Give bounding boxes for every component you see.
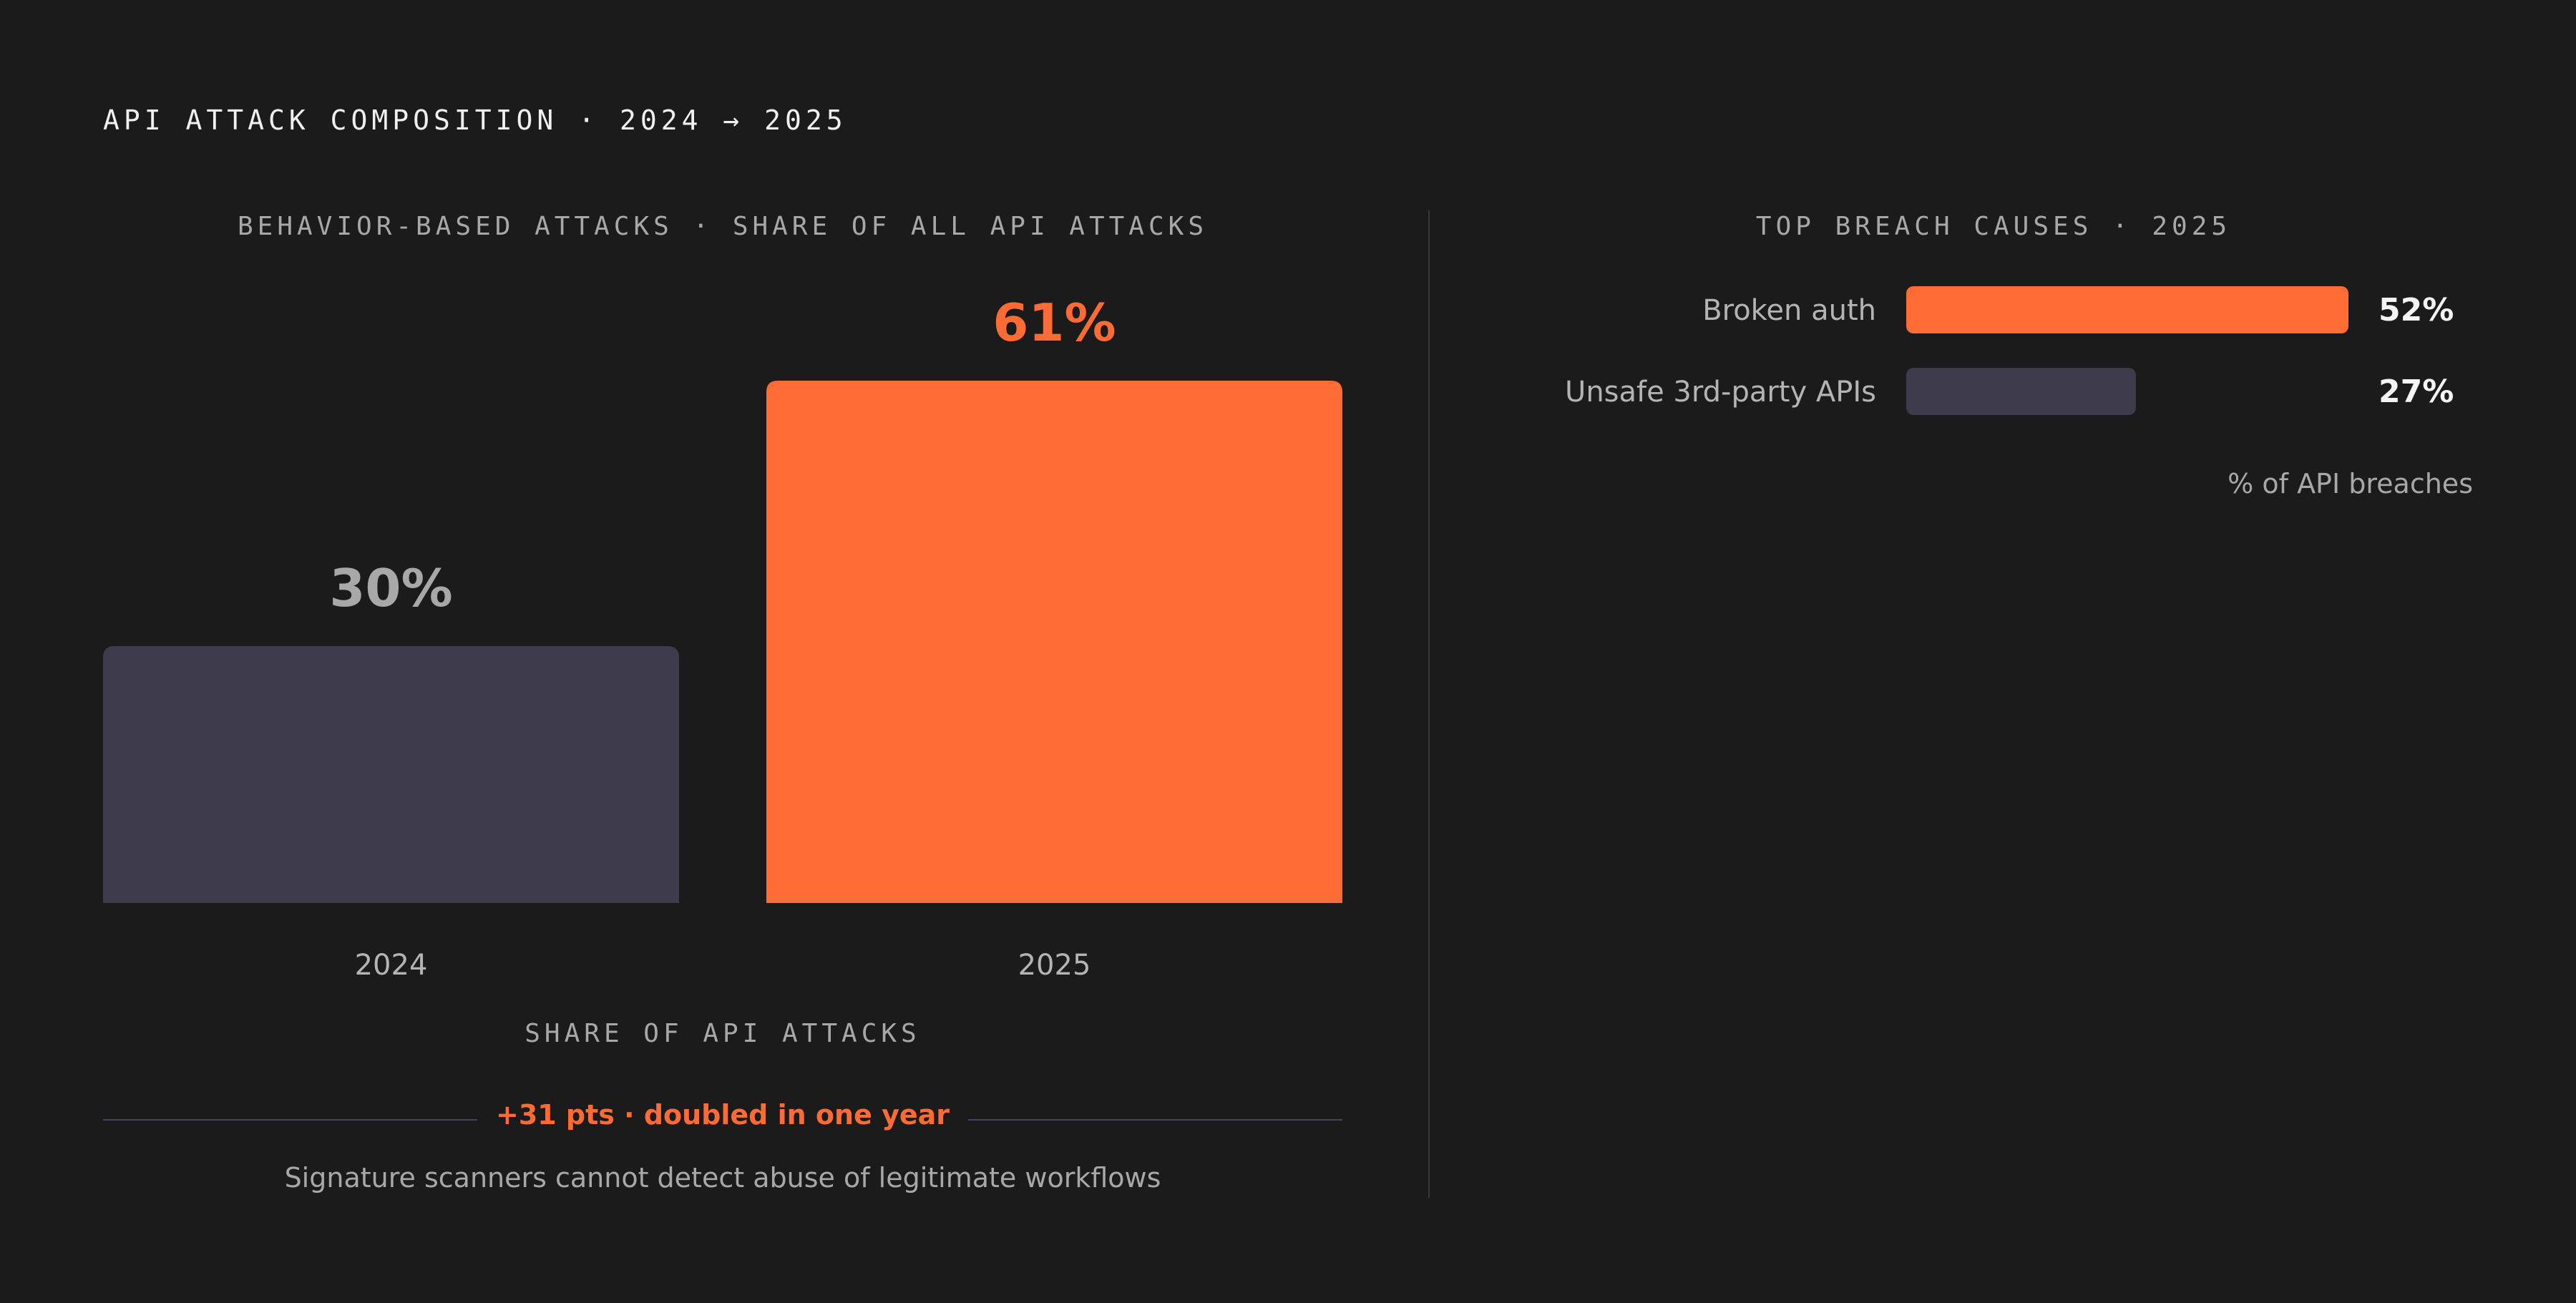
x-tick-label-2025: 2025 bbox=[1018, 949, 1091, 982]
left-chart-title: BEHAVIOR-BASED ATTACKS · SHARE OF ALL AP… bbox=[237, 212, 1209, 241]
right-chart-title: TOP BREACH CAUSES · 2025 bbox=[1755, 212, 2232, 241]
page-title: API ATTACK COMPOSITION · 2024 → 2025 bbox=[103, 104, 847, 136]
change-annotation: +31 pts · doubled in one year bbox=[103, 1099, 1342, 1131]
hbar-unsafe-3rd-party-apis bbox=[1906, 368, 2136, 415]
horizontal-axis-label: % of API breaches bbox=[2228, 468, 2473, 499]
hbar-category-label: Broken auth bbox=[1702, 294, 1876, 327]
hbar-broken-auth bbox=[1906, 286, 2348, 333]
panel-divider bbox=[1428, 210, 1430, 1198]
x-axis-label: SHARE OF API ATTACKS bbox=[525, 1019, 921, 1048]
bar-2025 bbox=[766, 381, 1342, 903]
chart-note: Signature scanners cannot detect abuse o… bbox=[284, 1162, 1161, 1194]
x-tick-label-2024: 2024 bbox=[355, 949, 428, 982]
bar-value-label-2025: 61% bbox=[992, 293, 1116, 353]
bar-2024 bbox=[103, 645, 679, 903]
hbar-category-label: Unsafe 3rd-party APIs bbox=[1565, 376, 1876, 409]
hbar-value-label: 52% bbox=[2379, 292, 2454, 328]
bar-value-label-2024: 30% bbox=[329, 558, 452, 618]
hbar-value-label: 27% bbox=[2379, 374, 2454, 410]
